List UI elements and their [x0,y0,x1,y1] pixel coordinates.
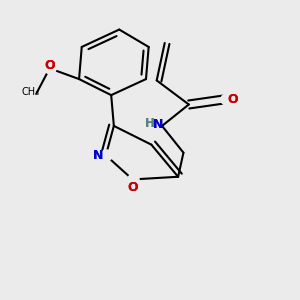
Text: O: O [45,58,56,72]
Text: O: O [228,93,238,106]
Text: O: O [127,181,138,194]
Text: O: O [127,181,138,194]
Text: H: H [145,117,155,130]
Text: N: N [153,118,163,131]
Text: O: O [45,58,56,72]
Text: O: O [228,93,238,106]
Text: N: N [153,118,163,131]
Text: N: N [93,149,103,162]
Text: CH₃: CH₃ [22,87,40,98]
Text: H: H [145,117,155,130]
Text: N: N [93,149,103,162]
